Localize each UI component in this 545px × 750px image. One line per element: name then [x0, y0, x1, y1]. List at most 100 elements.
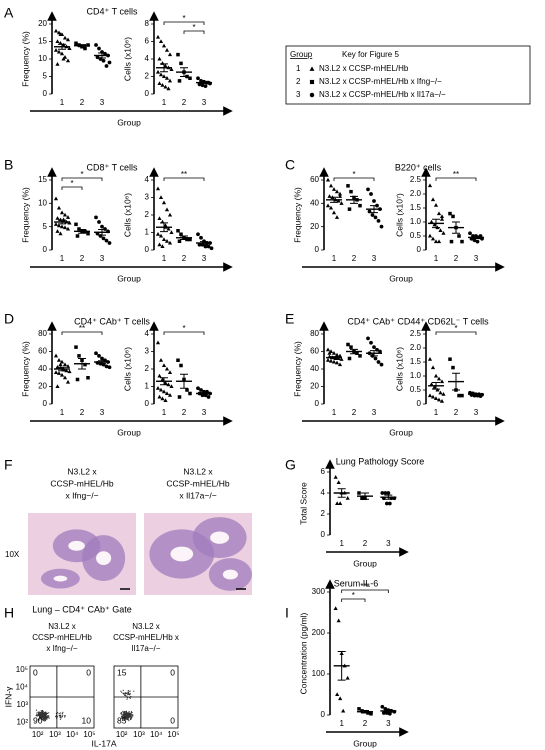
event-dot: [60, 712, 62, 714]
data-point: [335, 501, 340, 506]
image-caption: CCSP-mHEL/Hb: [50, 478, 114, 488]
data-point: [357, 491, 361, 495]
data-point: [457, 234, 461, 238]
panel-letter: C: [285, 157, 295, 173]
data-point: [436, 397, 442, 402]
event-dot: [131, 712, 133, 714]
x-tick-label: 3: [100, 254, 105, 263]
data-point: [366, 336, 370, 341]
error-bar: [98, 360, 106, 364]
data-point: [337, 353, 343, 358]
data-point: [53, 28, 59, 33]
data-point: [349, 189, 353, 194]
data-point: [345, 496, 350, 500]
event-dot: [64, 715, 66, 717]
error-bar: [384, 709, 393, 713]
y-tick-label: 10: [38, 54, 47, 63]
event-dot: [128, 710, 130, 713]
event-dot: [129, 690, 131, 692]
error-bar: [452, 372, 460, 391]
data-point: [163, 398, 168, 403]
data-point: [325, 347, 331, 352]
event-dot: [127, 690, 129, 692]
panel-letter: I: [285, 605, 289, 621]
panel-title: CD8⁺ T cells: [87, 162, 138, 172]
error-bar: [432, 381, 440, 390]
event-dot: [58, 715, 61, 717]
data-point: [451, 214, 455, 219]
event-dot: [124, 719, 126, 721]
y-tick-label: 1.5: [410, 357, 422, 366]
y-tick-label: 0: [315, 399, 320, 408]
x-axis-label: Group: [117, 427, 141, 437]
event-dot: [129, 697, 131, 699]
event-dot: [122, 692, 125, 694]
x-tick-label: 1: [162, 98, 167, 107]
key-group: 2: [296, 77, 301, 86]
y-tick-label: 80: [310, 329, 319, 338]
y-axis-label: Frequency (%): [292, 341, 302, 397]
panel-letter: E: [285, 311, 294, 327]
event-dot: [124, 713, 126, 715]
event-dot: [48, 717, 50, 719]
plot-caption: Il17a−/−: [132, 644, 161, 653]
data-point: [53, 196, 59, 201]
data-point: [203, 244, 208, 249]
data-point: [62, 212, 68, 217]
x-tick-label: 2: [352, 408, 357, 417]
data-point: [179, 232, 183, 237]
y-tick-label: 20: [38, 19, 47, 28]
y-tick-label: 80: [38, 329, 47, 338]
data-point: [379, 224, 384, 229]
data-point: [179, 61, 183, 66]
significance-label: *: [352, 170, 355, 179]
data-point: [358, 354, 362, 358]
x-tick-label: 1: [339, 719, 344, 728]
x-tick-label: 10⁴: [66, 730, 79, 739]
y-tick-label: 300: [312, 587, 326, 596]
data-point: [161, 389, 167, 394]
event-dot: [42, 715, 44, 717]
event-dot: [38, 718, 40, 720]
panel-title: B220⁺ cells: [395, 162, 442, 172]
key-title: Key for Figure 5: [342, 50, 399, 59]
y-tick-label: 5: [43, 222, 48, 231]
error-bar: [330, 356, 338, 360]
event-dot: [121, 713, 123, 715]
data-point: [166, 86, 171, 91]
significance-bracket: [435, 331, 477, 335]
y-tick-label: 10⁵: [16, 665, 28, 674]
event-dot: [39, 714, 41, 717]
x-axis-label: Group: [389, 427, 413, 437]
event-dot: [43, 715, 45, 717]
event-dot: [48, 712, 50, 714]
significance-label: *: [80, 170, 83, 179]
significance-bracket: [61, 331, 103, 335]
data-point: [429, 382, 434, 386]
y-tick-label: 0.5: [410, 231, 422, 240]
x-tick-label: 1: [339, 539, 344, 548]
y-tick-label: 1.5: [410, 203, 422, 212]
x-tick-label: 1: [162, 408, 167, 417]
y-tick-label: 4: [145, 329, 150, 338]
y-axis-label: Cells (x10⁶): [122, 37, 132, 81]
data-point: [325, 177, 331, 182]
data-point: [325, 358, 331, 362]
data-point: [155, 34, 161, 39]
y-tick-label: 2.0: [410, 343, 422, 352]
data-point: [331, 210, 337, 215]
data-point: [328, 183, 334, 188]
data-point: [104, 64, 109, 68]
data-point: [435, 387, 440, 392]
x-tick-label: 3: [202, 408, 207, 417]
data-point: [427, 393, 433, 398]
data-point: [164, 207, 170, 212]
data-point: [433, 239, 439, 244]
significance-bracket: [341, 589, 389, 593]
data-point: [61, 56, 66, 61]
image-caption: x Ifng−/−: [65, 490, 98, 500]
data-point: [164, 391, 170, 396]
event-dot: [126, 695, 128, 697]
data-point: [65, 58, 71, 63]
data-point: [439, 217, 445, 221]
